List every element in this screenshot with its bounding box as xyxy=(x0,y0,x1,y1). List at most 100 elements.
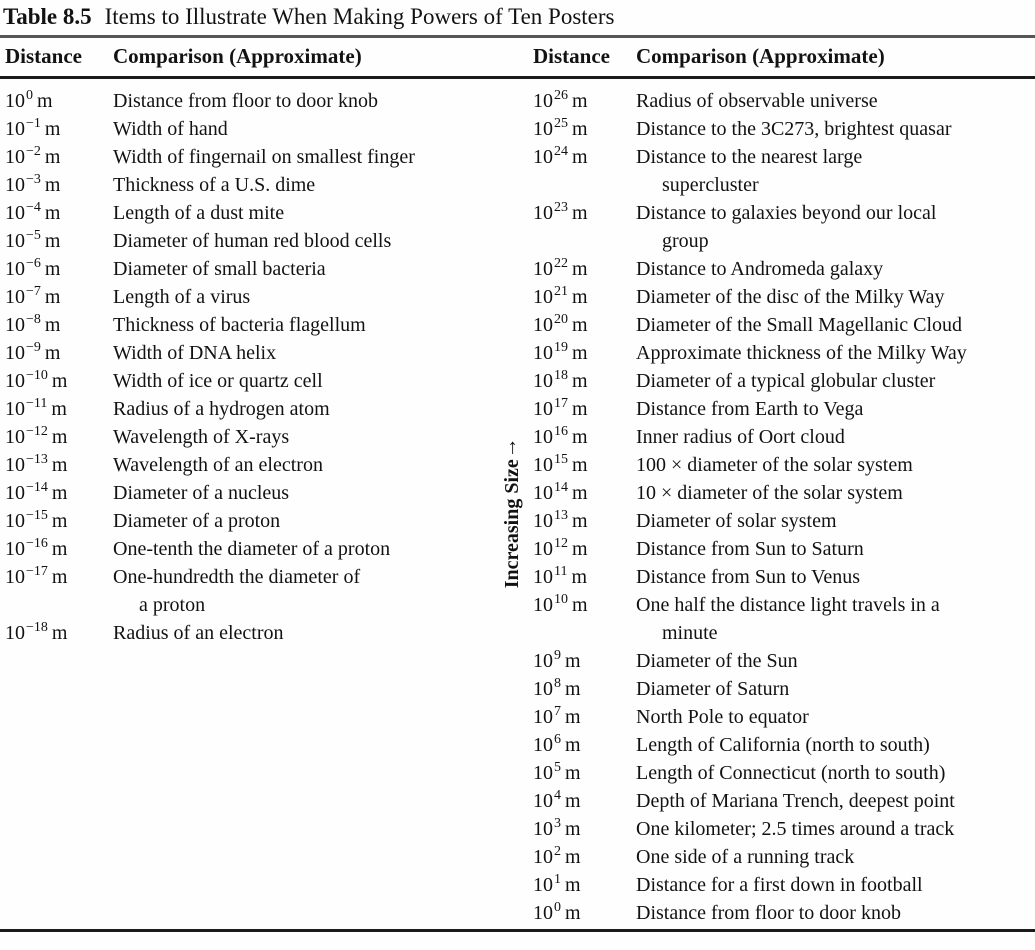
distance-value: 10−9 m xyxy=(5,339,113,367)
power-base: 10 xyxy=(533,258,553,280)
power-base: 10 xyxy=(5,314,25,336)
power-exponent: −4 xyxy=(26,200,41,215)
column-headers: Distance Comparison (Approximate) Distan… xyxy=(0,44,1035,72)
power-base: 10 xyxy=(533,874,553,896)
table-row: 100 m Distance from floor to door knob xyxy=(5,87,500,115)
table-row: 1014 m 10 × diameter of the solar system xyxy=(533,479,1035,507)
power-base: 10 xyxy=(533,818,553,840)
unit-label: m xyxy=(572,146,588,168)
power-exponent: 16 xyxy=(554,424,568,439)
comparison-text: Length of a dust mite xyxy=(113,199,500,227)
distance-value: 108 m xyxy=(533,675,636,703)
unit-label: m xyxy=(565,678,581,700)
comparison-text: Radius of an electron xyxy=(113,619,500,647)
power-base: 10 xyxy=(533,734,553,756)
unit-label: m xyxy=(51,398,67,420)
distance-value: 102 m xyxy=(533,843,636,871)
power-base: 10 xyxy=(5,510,25,532)
power-base: 10 xyxy=(533,202,553,224)
comparison-line: Distance for a first down in football xyxy=(636,874,923,896)
comparison-text: Diameter of the Sun xyxy=(636,647,1035,675)
unit-label: m xyxy=(565,734,581,756)
up-arrow-icon: ↑ xyxy=(506,434,518,459)
power-base: 10 xyxy=(533,398,553,420)
distance-value: 1021 m xyxy=(533,283,636,311)
comparison-line: Width of DNA helix xyxy=(113,342,277,364)
table-row: 1018 m Diameter of a typical globular clus… xyxy=(533,367,1035,395)
comparison-text: Diameter of a nucleus xyxy=(113,479,500,507)
table-row: 1024 m Distance to the nearest large superc… xyxy=(533,143,1035,199)
comparison-text: One-tenth the diameter of a proton xyxy=(113,535,500,563)
table-row: 1020 m Diameter of the Small Magellanic Cl… xyxy=(533,311,1035,339)
comparison-text: Approximate thickness of the Milky Way xyxy=(636,339,1035,367)
power-base: 10 xyxy=(5,538,25,560)
distance-value: 101 m xyxy=(533,871,636,899)
comparison-line: Distance from floor to door knob xyxy=(636,902,901,924)
table-row: 10−11 m Radius of a hydrogen atom xyxy=(5,395,500,423)
power-exponent: −11 xyxy=(26,396,48,411)
unit-label: m xyxy=(565,790,581,812)
power-exponent: 0 xyxy=(26,88,33,103)
unit-label: m xyxy=(44,146,61,168)
table-row: 101 m Distance for a first down in footbal… xyxy=(533,871,1035,899)
table-row: 10−8 m Thickness of bacteria flagellum xyxy=(5,311,500,339)
table-row: 1025 m Distance to the 3C273, brightest qu… xyxy=(533,115,1035,143)
table-row: 1016 m Inner radius of Oort cloud xyxy=(533,423,1035,451)
table-row: 1011 m Distance from Sun to Venus xyxy=(533,563,1035,591)
header-comparison-right: Comparison (Approximate) xyxy=(636,44,885,68)
table-row: 10−18 m Radius of an electron xyxy=(5,619,500,647)
table-row: 1010 m One half the distance light travels… xyxy=(533,591,1035,647)
table-row: 105 m Length of Connecticut (north to sout… xyxy=(533,759,1035,787)
table-row: 10−6 m Diameter of small bacteria xyxy=(5,255,500,283)
power-base: 10 xyxy=(5,342,25,364)
comparison-text: Radius of observable universe xyxy=(636,87,1035,115)
distance-value: 100 m xyxy=(5,87,113,115)
comparison-line: Width of ice or quartz cell xyxy=(113,370,323,392)
comparison-line: Radius of a hydrogen atom xyxy=(113,398,330,420)
unit-label: m xyxy=(572,118,588,140)
unit-label: m xyxy=(565,874,581,896)
unit-label: m xyxy=(572,398,588,420)
table-row: 10−10 m Width of ice or quartz cell xyxy=(5,367,500,395)
comparison-text: Distance from floor to door knob xyxy=(113,87,500,115)
unit-label: m xyxy=(51,370,68,392)
table-row: 10−7 m Length of a virus xyxy=(5,283,500,311)
comparison-line: Width of hand xyxy=(113,118,228,140)
comparison-text: Width of hand xyxy=(113,115,500,143)
power-exponent: 13 xyxy=(554,508,568,523)
unit-label: m xyxy=(565,762,581,784)
unit-label: m xyxy=(44,342,61,364)
comparison-text: Length of Connecticut (north to south) xyxy=(636,759,1035,787)
comparison-text: Wavelength of an electron xyxy=(113,451,500,479)
power-exponent: −8 xyxy=(26,312,41,327)
power-exponent: 20 xyxy=(554,312,568,327)
distance-value: 1025 m xyxy=(533,115,636,143)
power-exponent: 3 xyxy=(554,816,561,831)
unit-label: m xyxy=(572,314,588,336)
power-base: 10 xyxy=(533,706,553,728)
comparison-line: One-tenth the diameter of a proton xyxy=(113,538,391,560)
comparison-text: Diameter of a proton xyxy=(113,507,500,535)
distance-value: 1017 m xyxy=(533,395,636,423)
table-row: 10−14 m Diameter of a nucleus xyxy=(5,479,500,507)
comparison-line: Diameter of the Small Magellanic Cloud xyxy=(636,314,963,336)
unit-label: m xyxy=(44,286,61,308)
comparison-line: Diameter of solar system xyxy=(636,510,837,532)
power-base: 10 xyxy=(533,118,553,140)
power-base: 10 xyxy=(533,426,553,448)
comparison-text: Distance from Sun to Venus xyxy=(636,563,1035,591)
comparison-text: Inner radius of Oort cloud xyxy=(636,423,1035,451)
power-exponent: −6 xyxy=(26,256,41,271)
table-row: 1022 m Distance to Andromeda galaxy xyxy=(533,255,1035,283)
power-exponent: 24 xyxy=(554,144,568,159)
table-row: 10−16 m One-tenth the diameter of a proton xyxy=(5,535,500,563)
comparison-line-continued: group xyxy=(662,230,709,252)
power-base: 10 xyxy=(5,286,25,308)
distance-value: 10−11 m xyxy=(5,395,113,423)
power-exponent: 6 xyxy=(554,732,561,747)
unit-label: m xyxy=(44,258,61,280)
distance-value: 1016 m xyxy=(533,423,636,451)
distance-value: 10−17 m xyxy=(5,563,113,591)
distance-value: 1022 m xyxy=(533,255,636,283)
power-base: 10 xyxy=(533,90,553,112)
